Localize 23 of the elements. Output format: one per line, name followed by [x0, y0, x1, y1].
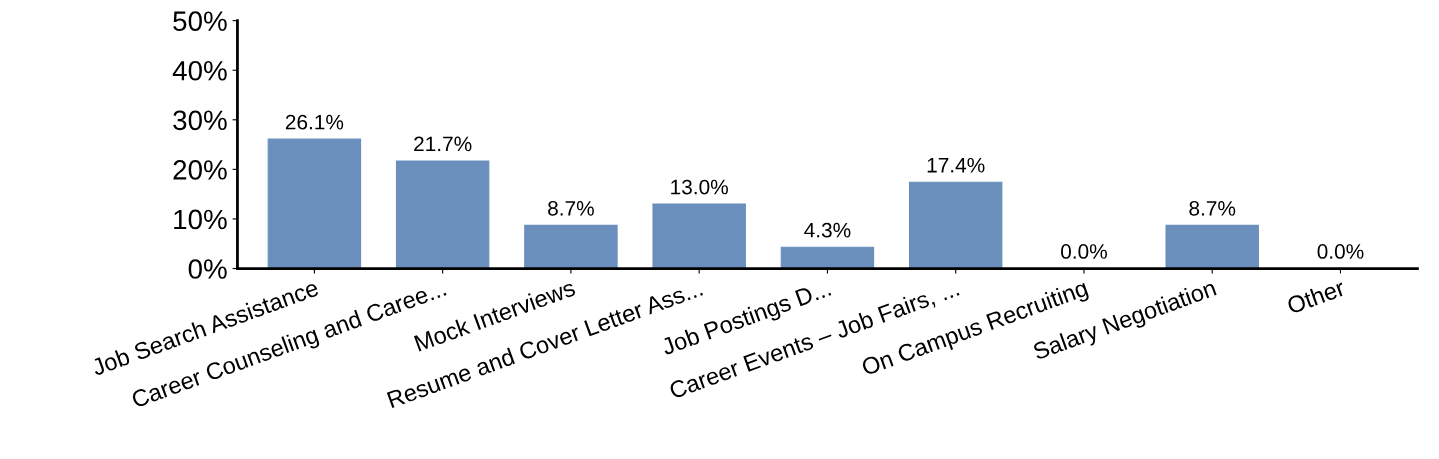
data-label: 21.7%	[414, 136, 472, 152]
y-tick-label: 40%	[172, 60, 227, 81]
bar	[652, 203, 746, 269]
y-tick-label: 30%	[173, 110, 227, 131]
x-tick-label: Other	[1286, 278, 1347, 315]
y-tick-label: 50%	[173, 11, 227, 31]
data-label: 8.7%	[548, 200, 594, 216]
data-label: 8.7%	[1189, 200, 1236, 216]
data-label: 0.0%	[1317, 244, 1364, 259]
data-label: 26.1%	[285, 114, 344, 130]
bar	[395, 160, 490, 269]
bar	[908, 181, 1003, 269]
bar	[1165, 224, 1259, 269]
bar	[267, 138, 362, 269]
data-label: 4.3%	[804, 222, 851, 238]
bar	[780, 246, 875, 269]
bar	[524, 224, 618, 269]
y-tick-label: 20%	[173, 160, 227, 180]
data-label: 17.4%	[927, 157, 985, 173]
data-label: 13.0%	[671, 179, 728, 195]
y-tick-label: 10%	[174, 209, 227, 230]
data-label: 0.0%	[1061, 244, 1107, 259]
y-tick-label: 0%	[188, 259, 227, 279]
